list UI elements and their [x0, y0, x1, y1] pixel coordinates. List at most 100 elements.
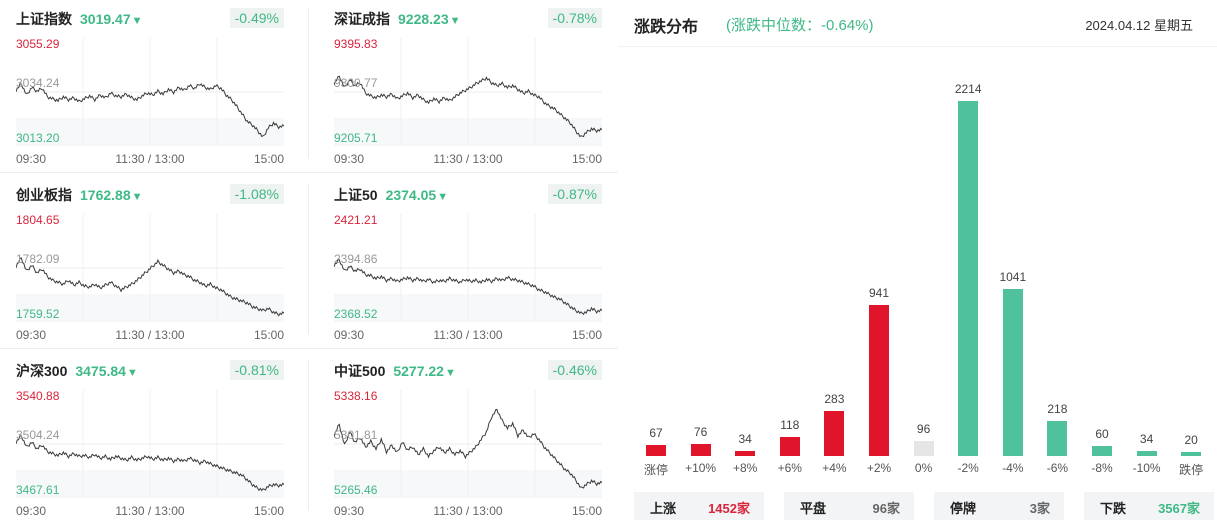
price-line — [16, 257, 284, 317]
down-arrow-icon: ▼ — [126, 367, 138, 379]
index-price: 3019.47 — [80, 11, 131, 27]
down-arrow-icon: ▼ — [131, 191, 143, 203]
intraday-chart[interactable] — [16, 38, 284, 146]
bar-value-label: 34 — [1139, 431, 1154, 446]
chart-prev-close-label: 9300.77 — [334, 76, 378, 90]
summary-rise: 上涨 1452家 — [634, 492, 764, 520]
chart-prev-close-label: 3504.24 — [16, 428, 60, 442]
distribution-bar[interactable] — [1181, 452, 1202, 456]
time-axis: 09:30 11:30 / 13:00 15:00 — [334, 152, 602, 166]
index-header: 深证成指 9228.23▼ -0.78% — [334, 8, 602, 30]
time-axis: 09:30 11:30 / 13:00 15:00 — [16, 504, 284, 518]
chart-low-label: 3467.61 — [16, 483, 60, 497]
chart-prev-close-label: 5301.81 — [334, 428, 378, 442]
column-divider — [308, 8, 309, 158]
time-close: 15:00 — [571, 328, 602, 342]
bar-category-label: +6% — [777, 461, 802, 475]
bar-value-label: 283 — [824, 391, 845, 406]
bar-value-label: 1041 — [999, 270, 1027, 285]
down-arrow-icon: ▼ — [131, 15, 143, 27]
time-open: 09:30 — [16, 328, 47, 342]
bar-category-label: -4% — [1002, 461, 1024, 475]
distribution-bar[interactable] — [690, 443, 711, 456]
column-divider — [308, 184, 309, 334]
distribution-bar[interactable] — [779, 437, 800, 456]
index-name: 深证成指 — [334, 11, 390, 27]
bar-value-label: 96 — [916, 421, 931, 436]
index-price: 5277.22 — [393, 363, 444, 379]
median-change-label: (涨跌中位数：-0.64%) — [726, 17, 874, 34]
time-midday: 11:30 / 13:00 — [433, 504, 503, 518]
time-close: 15:00 — [253, 152, 284, 166]
bar-value-label: 2214 — [954, 82, 982, 96]
index-price: 1762.88 — [80, 187, 131, 203]
chart-high-label: 1804.65 — [16, 213, 60, 227]
time-open: 09:30 — [16, 504, 47, 518]
distribution-bar[interactable] — [869, 305, 889, 456]
price-line — [16, 83, 284, 138]
index-price: 3475.84 — [75, 363, 126, 379]
index-change-pct: -1.08% — [229, 184, 284, 204]
intraday-svg — [16, 390, 284, 498]
chart-high-label: 3055.29 — [16, 37, 60, 51]
intraday-chart[interactable] — [334, 214, 602, 322]
chart-low-label: 2368.52 — [334, 307, 378, 321]
intraday-chart[interactable] — [334, 38, 602, 146]
summary-suspended: 停牌 3家 — [934, 492, 1064, 520]
index-panel-sse50[interactable]: 上证50 2374.05▼ -0.87% 2421.21 2394.86 2368… — [318, 176, 618, 344]
distribution-bar[interactable] — [1136, 450, 1157, 456]
row-divider — [0, 348, 618, 349]
index-name: 沪深300 — [16, 363, 68, 379]
summary-value: 1452家 — [708, 501, 750, 516]
row-divider — [0, 172, 618, 173]
bar-category-label: 涨停 — [643, 463, 668, 477]
index-panel-csi300[interactable]: 沪深300 3475.84▼ -0.81% 3540.88 3504.24 346… — [0, 352, 300, 520]
bar-value-label: 20 — [1184, 433, 1198, 447]
bar-category-label: +4% — [822, 461, 847, 475]
index-change-pct: -0.87% — [547, 184, 602, 204]
distribution-bar[interactable] — [1047, 421, 1068, 456]
index-panel-shenzhen[interactable]: 深证成指 9228.23▼ -0.78% 9395.83 9300.77 9205… — [318, 0, 618, 168]
index-change-pct: -0.78% — [547, 8, 602, 28]
chart-high-label: 9395.83 — [334, 37, 378, 51]
bar-category-label: +2% — [866, 461, 892, 475]
index-panel-shanghai[interactable]: 上证指数 3019.47▼ -0.49% 3055.29 3034.24 3013… — [0, 0, 300, 168]
distribution-bar[interactable] — [958, 101, 979, 456]
distribution-bar[interactable] — [913, 440, 934, 456]
distribution-bar[interactable] — [735, 450, 756, 456]
bar-value-label: 941 — [868, 286, 890, 301]
price-line — [334, 259, 602, 316]
distribution-bar[interactable] — [1092, 446, 1112, 456]
distribution-title: 涨跌分布 — [634, 19, 699, 36]
intraday-chart[interactable] — [16, 214, 284, 322]
time-open: 09:30 — [334, 152, 365, 166]
bar-category-label: -10% — [1132, 461, 1161, 475]
time-midday: 11:30 / 13:00 — [433, 152, 503, 166]
index-panel-csi500[interactable]: 中证500 5277.22▼ -0.46% 5338.16 5301.81 526… — [318, 352, 618, 520]
price-line — [334, 75, 602, 138]
intraday-chart[interactable] — [334, 390, 602, 498]
intraday-chart[interactable] — [16, 390, 284, 498]
distribution-bar[interactable] — [824, 410, 845, 456]
time-axis: 09:30 11:30 / 13:00 15:00 — [16, 328, 284, 342]
time-midday: 11:30 / 13:00 — [115, 328, 185, 342]
chart-high-label: 3540.88 — [16, 389, 60, 403]
bar-category-label: 跌停 — [1179, 463, 1204, 477]
bar-value-label: 76 — [693, 424, 708, 439]
distribution-panel: 涨跌分布 (涨跌中位数：-0.64%) 2024.04.12 星期五 67 涨停 7… — [618, 0, 1217, 524]
summary-value: 3567家 — [1158, 501, 1200, 516]
distribution-bar[interactable] — [1002, 289, 1023, 456]
intraday-svg — [16, 38, 284, 146]
distribution-bar-chart: 67 涨停 76 +10% 34 +8% 118 +6% 283 +4% 941 +2% 96 0% 221… — [618, 0, 1217, 490]
down-arrow-icon: ▼ — [437, 191, 449, 203]
time-midday: 11:30 / 13:00 — [433, 328, 503, 342]
time-open: 09:30 — [334, 504, 365, 518]
index-panel-chinext[interactable]: 创业板指 1762.88▼ -1.08% 1804.65 1782.09 1759… — [0, 176, 300, 344]
index-header: 上证50 2374.05▼ -0.87% — [334, 184, 602, 206]
trade-date: 2024.04.12 星期五 — [1085, 18, 1193, 33]
chart-high-label: 2421.21 — [334, 213, 378, 227]
index-name: 创业板指 — [16, 187, 72, 203]
distribution-bar[interactable] — [646, 445, 666, 456]
time-open: 09:30 — [16, 152, 47, 166]
time-close: 15:00 — [253, 328, 284, 342]
